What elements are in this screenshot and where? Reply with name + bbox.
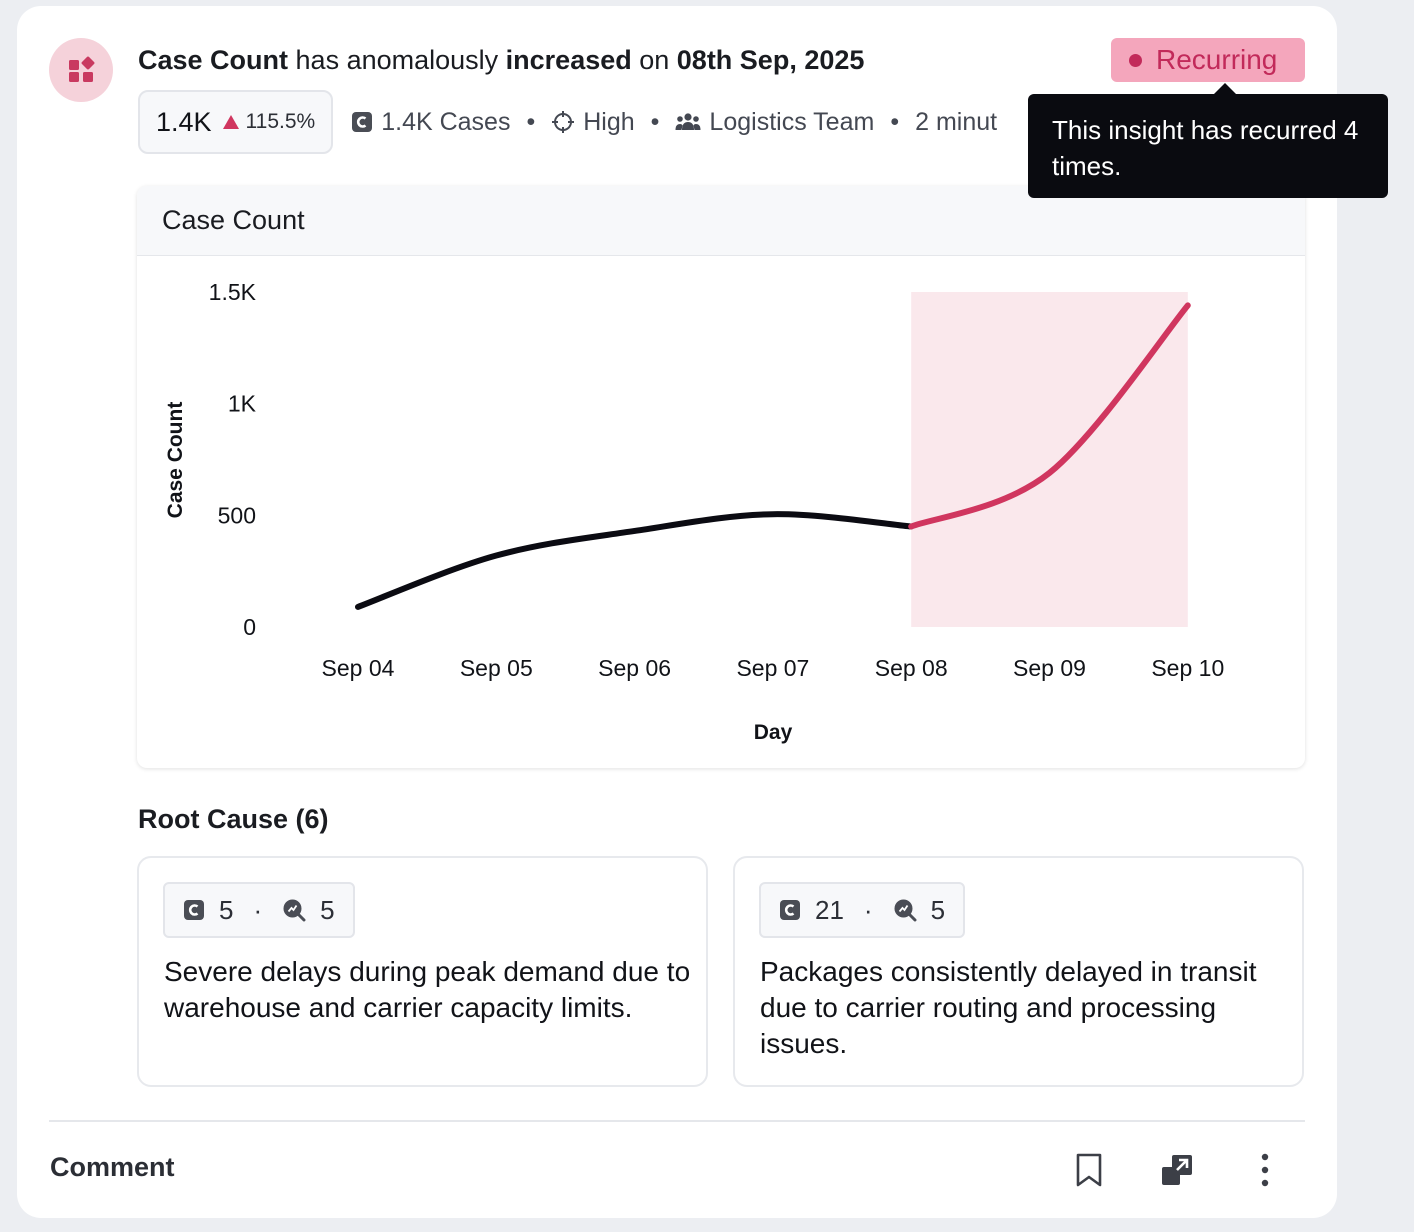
triangle-up-icon — [222, 115, 239, 129]
separator-dot: · — [863, 894, 873, 925]
headline-text-1: has anomalously — [288, 45, 506, 75]
crosshair-icon — [552, 111, 575, 133]
x-tick-label: Sep 10 — [1151, 655, 1224, 681]
open-button[interactable] — [1155, 1148, 1199, 1192]
bookmark-icon — [1076, 1153, 1102, 1187]
root-cause-insights: 5 — [930, 894, 946, 925]
root-cause-card[interactable]: 21 · 5 Packages consistently delayed in … — [733, 856, 1304, 1087]
root-cause-stats: 5 · 5 — [163, 882, 355, 938]
cases-label: 1.4K Cases — [381, 107, 511, 136]
bookmark-button[interactable] — [1067, 1148, 1111, 1192]
root-cause-text: Packages consistently delayed in transit… — [760, 956, 1257, 1059]
cases-count: 1.4K Cases — [351, 108, 510, 137]
case-c-icon — [352, 112, 373, 132]
root-cause-cases: 21 — [815, 894, 844, 925]
y-axis-label: Case Count — [164, 402, 187, 519]
root-cause-insights: 5 — [320, 894, 335, 925]
anomaly-series-line — [908, 302, 1191, 530]
x-tick-label: Sep 07 — [736, 655, 809, 681]
team: Logistics Team — [675, 108, 874, 137]
x-tick-label: Sep 06 — [598, 655, 671, 681]
search-insight-icon — [283, 899, 306, 922]
separator-dot: • — [526, 107, 536, 136]
recurring-tooltip: This insight has recurred 4 times. — [1028, 83, 1388, 198]
y-tick-label: 1.5K — [209, 279, 257, 305]
chart-card: Case Count 0 500 1K 1.5K Sep 04 Sep 05 Sep 06 S… — [137, 186, 1305, 768]
more-vertical-icon — [1261, 1153, 1269, 1187]
root-cause-text: Severe delays during peak demand due to … — [164, 956, 691, 1023]
y-tick-label: 500 — [218, 502, 256, 528]
root-cause-stats: 21 · 5 — [759, 882, 966, 938]
team-label: Logistics Team — [709, 107, 875, 136]
widgets-icon — [69, 56, 95, 82]
root-cause-card[interactable]: 5 · 5 Severe delays during peak demand d… — [137, 856, 708, 1087]
headline-date: 08th Sep, 2025 — [676, 45, 865, 75]
headline-direction: increased — [505, 45, 632, 75]
priority: High — [551, 107, 635, 137]
recurring-badge[interactable]: Recurring — [1111, 38, 1305, 82]
case-count-chart: 0 500 1K 1.5K Sep 04 Sep 05 Sep 06 Sep 07 Sep 08… — [164, 279, 1224, 744]
open-external-icon — [1162, 1155, 1192, 1185]
priority-label: High — [583, 107, 635, 136]
time-label: 2 minut — [915, 107, 998, 136]
x-axis-label: Day — [754, 721, 793, 744]
insight-type-icon — [49, 38, 113, 102]
x-tick-label: Sep 05 — [460, 655, 533, 681]
metric-summary: 1.4K 115.5% — [138, 90, 334, 154]
anomaly-highlight-band — [911, 292, 1188, 627]
footer-divider — [49, 1120, 1305, 1122]
insight-headline: Case Count has anomalously increased on … — [138, 42, 864, 78]
x-tick-label: Sep 09 — [1013, 655, 1086, 681]
comment-button[interactable]: Comment — [50, 1152, 175, 1182]
insight-meta-row: 1.4K 115.5% 1.4K Cases • High • Logistic… — [138, 90, 1038, 154]
metric-value: 1.4K — [156, 106, 212, 137]
y-tick-label: 0 — [243, 614, 256, 640]
badge-dot-icon — [1129, 53, 1142, 67]
search-insight-icon — [894, 899, 917, 922]
headline-text-2: on — [631, 45, 677, 75]
y-tick-label: 1K — [228, 391, 257, 417]
baseline-series-line — [355, 511, 915, 610]
x-tick-label: Sep 08 — [875, 655, 948, 681]
badge-label: Recurring — [1156, 44, 1278, 75]
headline-metric: Case Count — [138, 45, 289, 75]
separator-dot: • — [890, 107, 900, 136]
metric-change: 115.5% — [245, 110, 316, 133]
x-tick-label: Sep 04 — [322, 655, 395, 681]
case-c-icon — [184, 900, 204, 920]
separator-dot: • — [650, 107, 660, 136]
case-c-icon — [780, 900, 800, 920]
root-cause-cases: 5 — [219, 894, 234, 925]
separator-dot: · — [253, 894, 263, 925]
root-cause-title: Root Cause (6) — [138, 804, 329, 834]
more-options-button[interactable] — [1243, 1148, 1287, 1192]
team-icon — [675, 113, 701, 130]
